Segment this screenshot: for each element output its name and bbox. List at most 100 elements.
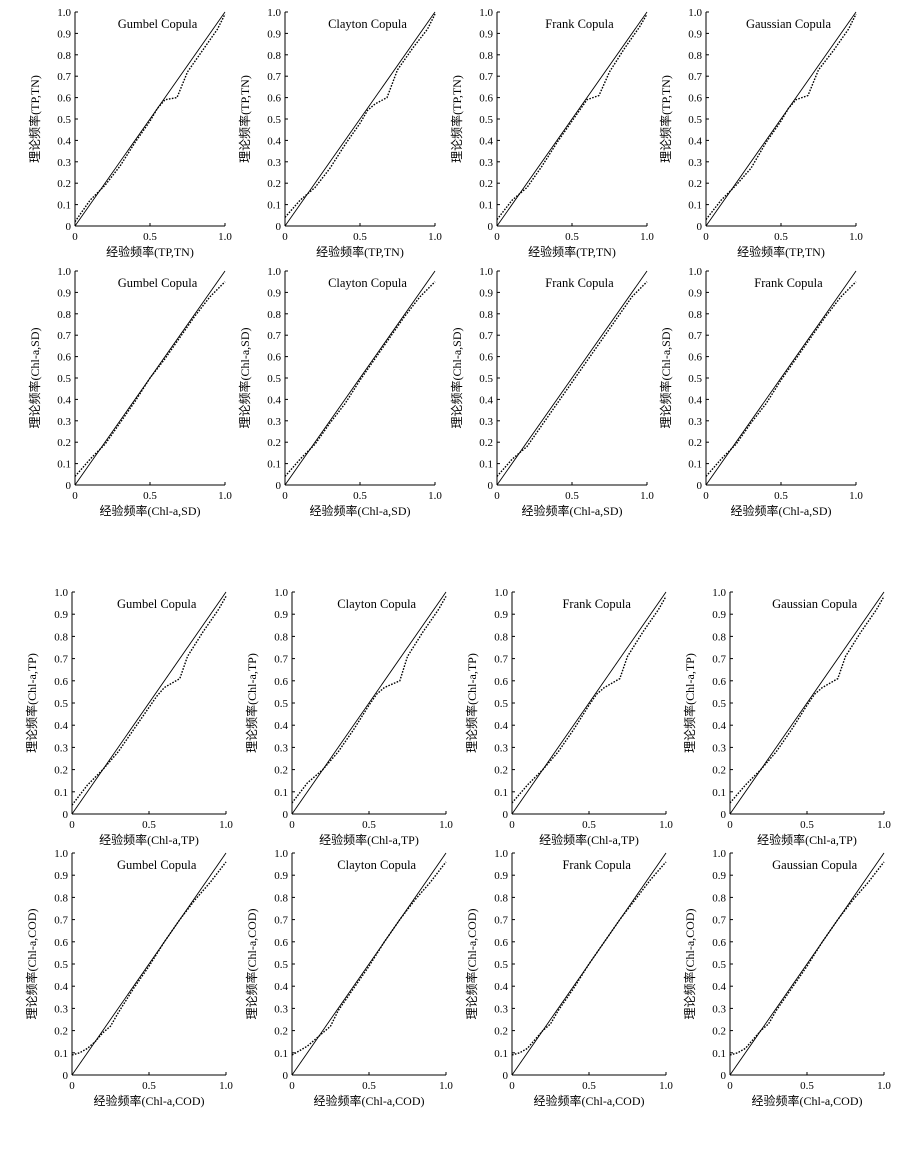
y-tick-label: 0.2 [57, 437, 71, 449]
y-tick-label: 0 [503, 1070, 509, 1082]
chart-title: Frank Copula [562, 858, 631, 872]
y-tick-label: 0.7 [688, 330, 702, 342]
x-tick-label: 1.0 [640, 231, 654, 243]
y-tick-label: 0 [63, 1070, 69, 1082]
y-tick-label: 0.2 [479, 437, 493, 449]
x-tick-label: 1.0 [218, 231, 232, 243]
x-tick-label: 0.5 [800, 819, 814, 831]
x-tick-label: 0.5 [774, 231, 788, 243]
y-tick-label: 0.4 [54, 720, 68, 732]
y-tick-label: 1.0 [57, 7, 71, 19]
y-tick-label: 0.1 [267, 200, 281, 212]
y-tick-label: 0.1 [494, 787, 508, 799]
x-tick-label: 0.5 [142, 819, 156, 831]
fitted-curve [729, 596, 885, 804]
y-axis-label: 理论频率(TP,TN) [237, 75, 252, 163]
chart-panel-r1c4: 0 0.1 0.2 0.3 0.4 0.5 0.6 0.7 0.8 0.9 1.0 0 0.5 1.0 Ga… [658, 7, 863, 259]
x-tick-label: 0 [703, 490, 709, 502]
x-tick-label: 0 [727, 1080, 733, 1092]
y-tick-label: 0.3 [494, 1003, 508, 1015]
y-tick-label: 0.7 [688, 71, 702, 83]
x-tick-label: 1.0 [219, 819, 233, 831]
reference-line [511, 852, 667, 1076]
x-tick-label: 0 [509, 1080, 515, 1092]
chart-panel-r4c3: 0 0.1 0.2 0.3 0.4 0.5 0.6 0.7 0.8 0.9 1.0 0 0.5 1.0 Fr… [464, 848, 673, 1108]
y-tick-label: 0.7 [479, 71, 493, 83]
y-tick-label: 0.8 [494, 631, 508, 643]
y-tick-label: 0.3 [267, 157, 281, 169]
fitted-curve [74, 13, 226, 223]
y-axis-label: 理论频率(Chl-a,COD) [464, 909, 479, 1020]
y-tick-label: 0.6 [479, 93, 493, 105]
y-tick-label: 0.9 [57, 287, 71, 299]
y-tick-label: 0 [488, 221, 494, 233]
y-tick-label: 0.1 [688, 459, 702, 471]
y-tick-label: 0.4 [54, 981, 68, 993]
x-tick-label: 0.5 [582, 819, 596, 831]
y-tick-label: 0.4 [267, 394, 281, 406]
y-tick-label: 0.6 [57, 93, 71, 105]
x-tick-label: 0.5 [565, 231, 579, 243]
x-axis-label: 经验频率(Chl-a,SD) [731, 503, 832, 518]
reference-line [71, 591, 227, 815]
y-tick-label: 0.8 [57, 50, 71, 62]
x-tick-label: 0 [494, 231, 500, 243]
x-tick-label: 0 [703, 231, 709, 243]
y-tick-label: 0.1 [54, 787, 68, 799]
x-tick-label: 0 [282, 231, 288, 243]
y-tick-label: 0.5 [688, 114, 702, 126]
y-tick-label: 0.8 [57, 309, 71, 321]
y-tick-label: 0.9 [54, 609, 68, 621]
y-axis-label: 理论频率(Chl-a,SD) [27, 328, 42, 429]
y-tick-label: 0.3 [688, 416, 702, 428]
y-axis-label: 理论频率(Chl-a,COD) [24, 909, 39, 1020]
y-tick-label: 0.6 [494, 937, 508, 949]
y-tick-label: 0.8 [267, 309, 281, 321]
chart-title: Frank Copula [545, 276, 614, 290]
chart-title: Gumbel Copula [117, 858, 197, 872]
y-tick-label: 1.0 [712, 587, 726, 599]
x-tick-label: 1.0 [439, 819, 453, 831]
y-tick-label: 0 [276, 221, 282, 233]
y-tick-label: 0.6 [54, 676, 68, 688]
x-tick-label: 1.0 [659, 1080, 673, 1092]
y-tick-label: 0.5 [712, 959, 726, 971]
y-tick-label: 0.6 [712, 937, 726, 949]
y-tick-label: 0.2 [688, 178, 702, 190]
y-tick-label: 0.1 [274, 1048, 288, 1060]
x-tick-label: 1.0 [877, 1080, 891, 1092]
y-tick-label: 0.6 [274, 676, 288, 688]
y-tick-label: 0.3 [274, 742, 288, 754]
y-tick-label: 0.6 [54, 937, 68, 949]
y-tick-label: 0.9 [479, 287, 493, 299]
chart-panel-r3c4: 0 0.1 0.2 0.3 0.4 0.5 0.6 0.7 0.8 0.9 1.0 0 0.5 1.0 Ga… [682, 587, 891, 847]
y-tick-label: 0.1 [57, 200, 71, 212]
y-tick-label: 0.3 [57, 416, 71, 428]
y-tick-label: 0.6 [57, 352, 71, 364]
fitted-curve [291, 861, 447, 1056]
x-axis-label: 经验频率(Chl-a,TP) [757, 832, 857, 847]
chart-title: Clayton Copula [328, 276, 407, 290]
y-tick-label: 0 [63, 809, 69, 821]
y-tick-label: 0.3 [54, 1003, 68, 1015]
y-tick-label: 0.4 [57, 135, 71, 147]
y-tick-label: 0.7 [494, 654, 508, 666]
y-tick-label: 0.6 [267, 93, 281, 105]
x-tick-label: 0 [72, 490, 78, 502]
y-tick-label: 0.2 [54, 1026, 68, 1038]
chart-title: Gumbel Copula [117, 597, 197, 611]
y-tick-label: 0.4 [494, 720, 508, 732]
y-tick-label: 0.8 [479, 50, 493, 62]
y-tick-label: 0.5 [54, 959, 68, 971]
chart-title: Frank Copula [562, 597, 631, 611]
y-tick-label: 0 [283, 809, 289, 821]
x-tick-label: 0.5 [143, 231, 157, 243]
y-tick-label: 0.7 [57, 330, 71, 342]
y-tick-label: 0.7 [267, 71, 281, 83]
y-tick-label: 0.6 [479, 352, 493, 364]
y-tick-label: 0 [283, 1070, 289, 1082]
x-tick-label: 0 [69, 819, 75, 831]
y-tick-label: 0 [66, 221, 72, 233]
y-tick-label: 0.9 [57, 28, 71, 40]
y-axis-label: 理论频率(TP,TN) [658, 75, 673, 163]
